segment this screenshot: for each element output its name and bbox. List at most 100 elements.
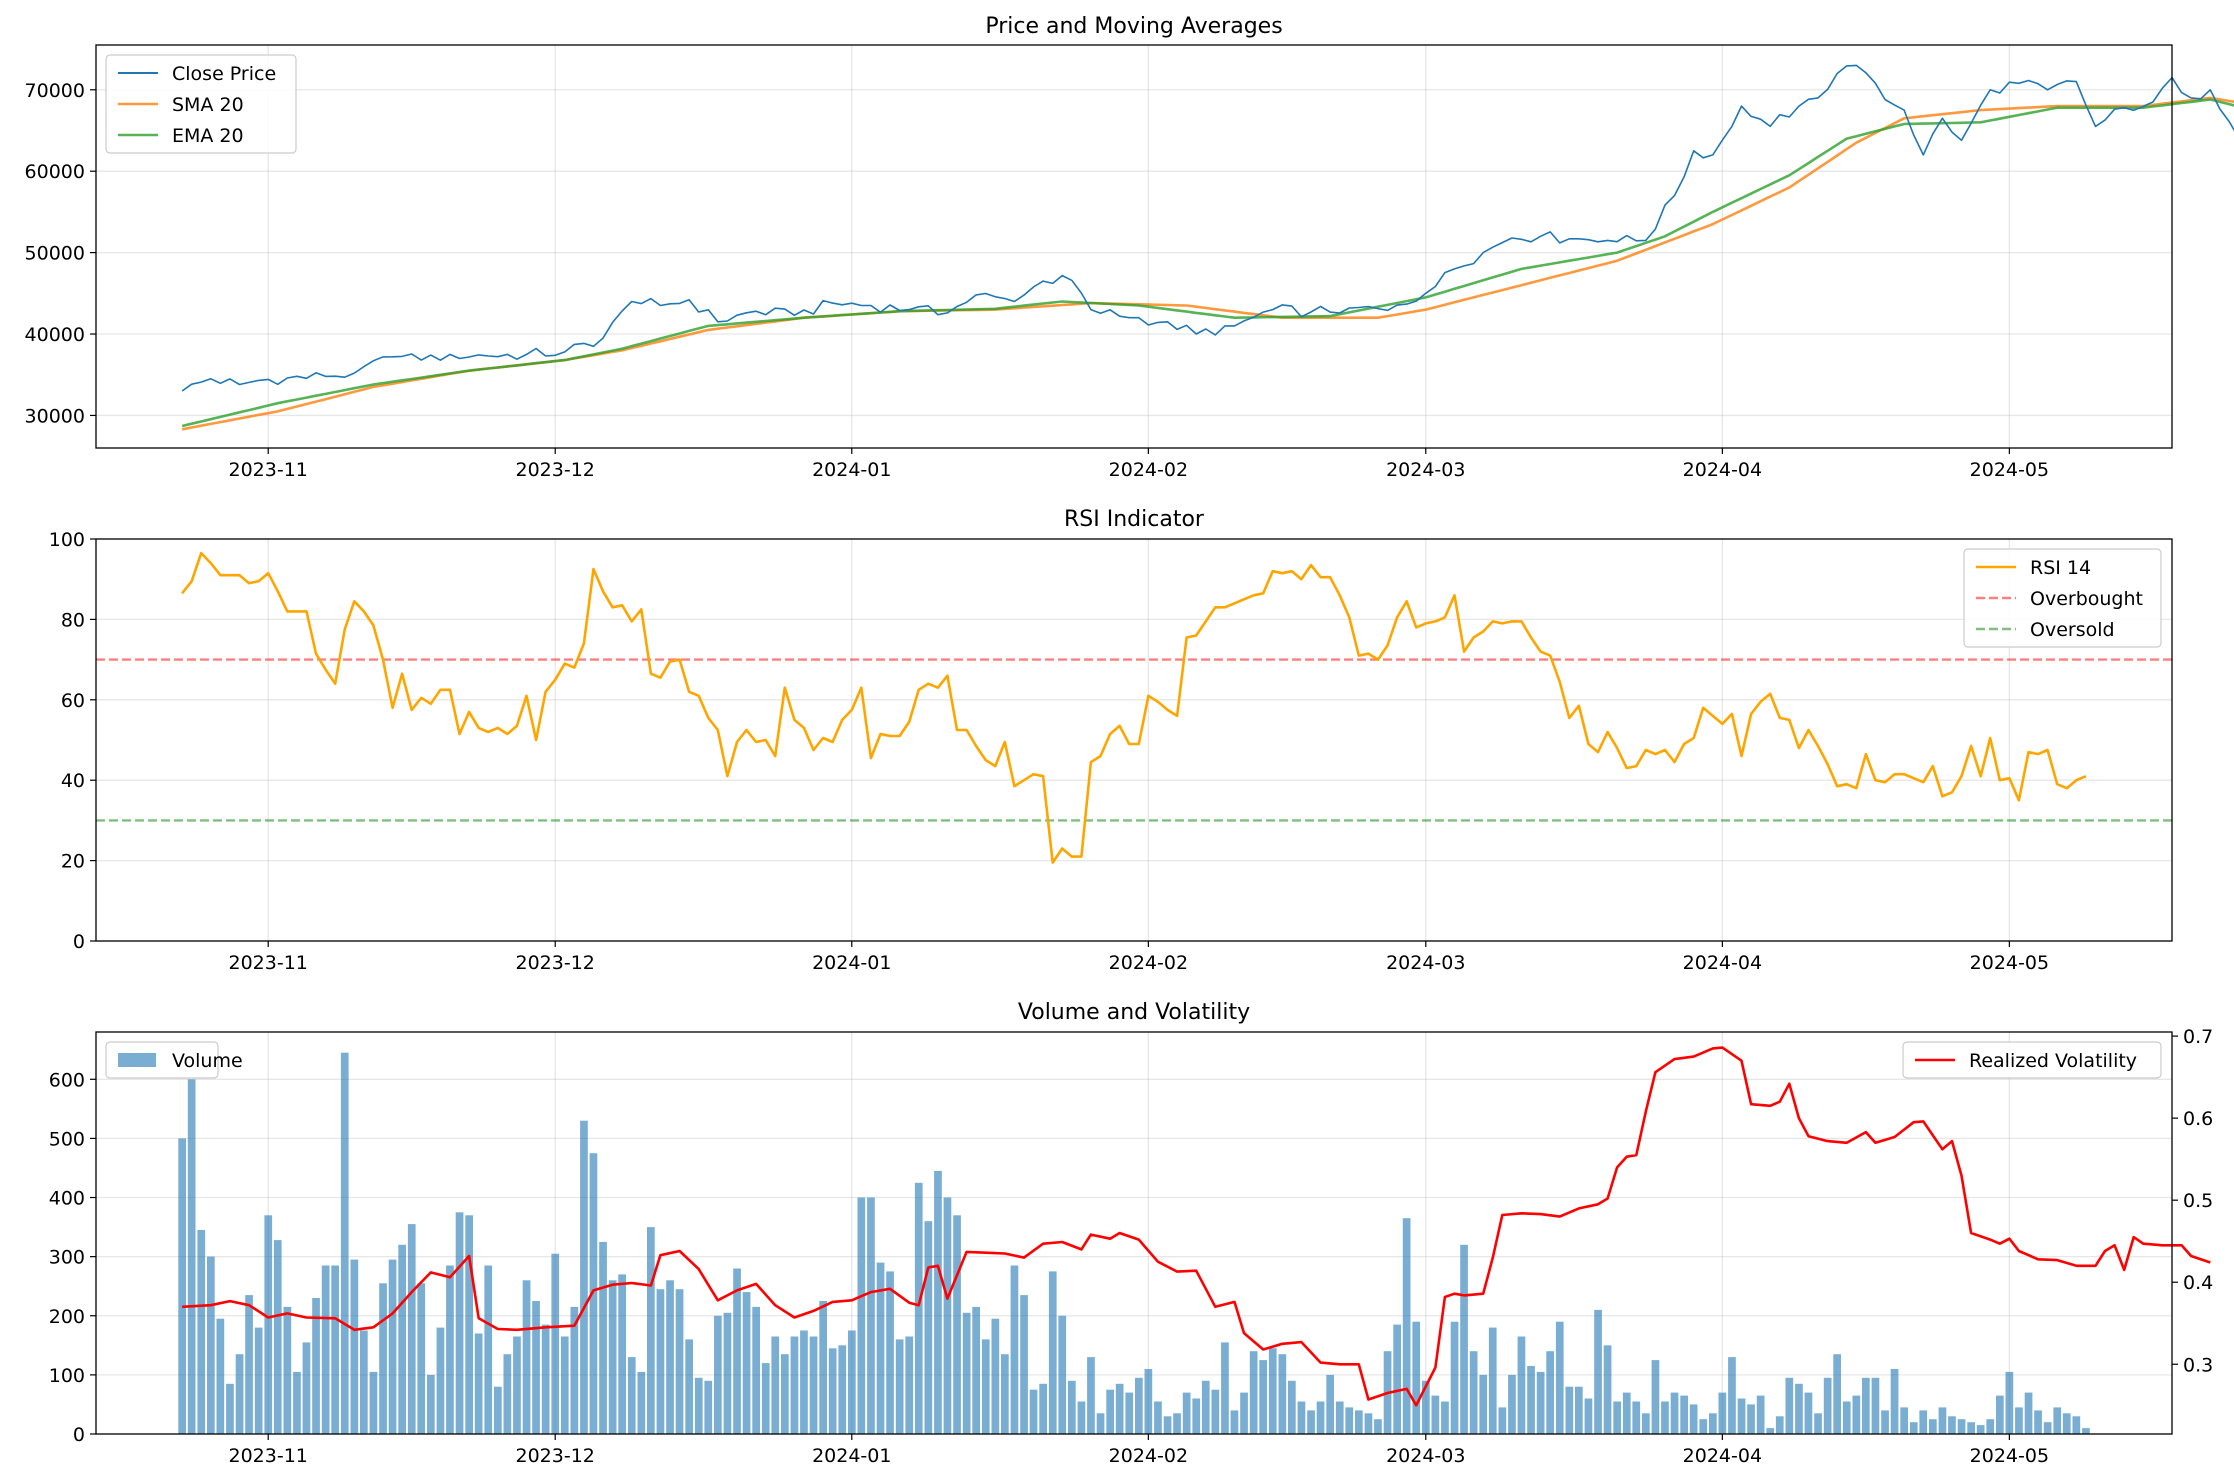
volume-bar bbox=[666, 1280, 674, 1434]
volume-bar bbox=[790, 1336, 799, 1434]
volume-bar bbox=[1039, 1383, 1047, 1435]
volume-bar bbox=[446, 1265, 454, 1434]
volume-bar bbox=[1154, 1401, 1162, 1434]
volume-bar bbox=[800, 1330, 808, 1434]
volume-bar bbox=[761, 1363, 770, 1434]
volume-bar bbox=[599, 1241, 607, 1434]
y2-tick-label: 0.7 bbox=[2183, 1026, 2213, 1048]
volume-chart-title: Volume and Volatility bbox=[1018, 1000, 1250, 1025]
legend-oversold: Oversold bbox=[2030, 619, 2115, 641]
volume-bar bbox=[1058, 1315, 1067, 1434]
price-chart-y-ticks: 30000 40000 50000 60000 70000 bbox=[25, 80, 96, 427]
volume-bar bbox=[1288, 1380, 1296, 1434]
volume-bar bbox=[398, 1244, 406, 1434]
rsi-chart-panel: RSI Indicator 2023-11 2023-12 2024-01 2024-… bbox=[49, 507, 2173, 974]
volume-bar bbox=[1929, 1419, 1937, 1434]
volume-bar bbox=[637, 1371, 646, 1434]
volume-bar bbox=[1642, 1413, 1650, 1434]
rsi-chart-y-ticks: 0 20 40 60 80 100 bbox=[49, 529, 96, 953]
volume-bar bbox=[1460, 1244, 1468, 1434]
volume-bar bbox=[981, 1339, 990, 1434]
x-tick-label: 2024-04 bbox=[1683, 952, 1762, 974]
volume-bar bbox=[943, 1197, 952, 1434]
volume-bar bbox=[407, 1224, 416, 1434]
legend-ema: EMA 20 bbox=[172, 125, 244, 147]
volume-bar bbox=[1919, 1410, 1928, 1434]
volume-bar bbox=[379, 1283, 387, 1435]
volume-bar bbox=[1546, 1351, 1554, 1434]
volume-bar bbox=[934, 1170, 942, 1434]
volume-bar bbox=[1871, 1377, 1880, 1434]
volume-bar bbox=[551, 1253, 560, 1434]
volume-bar bbox=[321, 1265, 330, 1434]
volume-bar bbox=[2024, 1392, 2033, 1434]
volume-bar bbox=[1747, 1404, 1755, 1434]
volume-chart-panel: Volume and Volatility 2023-11 2023-12 2024… bbox=[49, 1000, 2213, 1467]
volume-bar bbox=[1230, 1410, 1239, 1434]
y2-tick-label: 0.3 bbox=[2183, 1354, 2213, 1376]
rsi-14-line bbox=[181, 551, 2087, 864]
volume-bar bbox=[819, 1301, 827, 1434]
volume-bar bbox=[1278, 1354, 1287, 1434]
volume-bar bbox=[589, 1153, 598, 1434]
x-tick-label: 2024-02 bbox=[1109, 952, 1188, 974]
volume-bar bbox=[1842, 1401, 1851, 1434]
y2-tick-label: 0.4 bbox=[2183, 1272, 2213, 1294]
volume-legend: Volume bbox=[105, 1041, 243, 1079]
volume-bar bbox=[1565, 1386, 1574, 1434]
volume-bar bbox=[1096, 1413, 1105, 1434]
volume-bar bbox=[1967, 1422, 1975, 1434]
volume-bar bbox=[1517, 1336, 1526, 1434]
volume-bar bbox=[369, 1371, 378, 1434]
y-tick-label: 20 bbox=[61, 851, 85, 873]
volume-bar bbox=[1508, 1374, 1516, 1434]
volume-bar bbox=[465, 1215, 473, 1434]
volume-bar bbox=[723, 1312, 732, 1434]
volume-bar bbox=[503, 1354, 512, 1434]
volume-bar bbox=[1632, 1401, 1641, 1434]
volume-bar bbox=[1555, 1321, 1564, 1434]
volume-bar bbox=[2062, 1413, 2071, 1434]
volume-bar bbox=[2043, 1422, 2052, 1434]
y-tick-label: 30000 bbox=[25, 405, 85, 427]
volume-bar bbox=[494, 1386, 502, 1434]
volume-bar bbox=[733, 1268, 741, 1434]
legend-volume: Volume bbox=[172, 1050, 243, 1072]
volume-bar bbox=[781, 1354, 789, 1434]
volume-bar bbox=[895, 1339, 904, 1434]
volatility-series bbox=[182, 1046, 2211, 1407]
legend-sma: SMA 20 bbox=[172, 94, 244, 116]
volume-bar bbox=[1048, 1271, 1057, 1434]
y-tick-label: 0 bbox=[73, 931, 85, 953]
volume-bar bbox=[417, 1283, 426, 1435]
volume-bar bbox=[905, 1336, 914, 1434]
volume-bar bbox=[1833, 1354, 1841, 1434]
price-chart-x-ticks: 2023-11 2023-12 2024-01 2024-02 2024-03 2024-… bbox=[229, 448, 2049, 481]
x-tick-label: 2023-12 bbox=[516, 459, 595, 481]
volume-bar bbox=[1240, 1392, 1248, 1434]
volume-bar bbox=[752, 1306, 760, 1434]
volume-bar bbox=[608, 1280, 617, 1434]
volume-bar bbox=[1613, 1401, 1621, 1434]
volume-bar bbox=[1795, 1383, 1803, 1435]
volume-bar bbox=[1594, 1309, 1602, 1434]
volume-bar bbox=[245, 1295, 253, 1434]
volume-bar bbox=[1268, 1348, 1277, 1434]
volume-bar bbox=[197, 1230, 206, 1434]
volume-bar bbox=[1957, 1419, 1966, 1434]
volume-chart-x-ticks: 2023-11 2023-12 2024-01 2024-02 2024-03 2024-… bbox=[229, 1434, 2049, 1467]
volume-bar bbox=[580, 1120, 588, 1434]
volume-bar bbox=[1680, 1395, 1688, 1434]
volume-bar bbox=[972, 1306, 980, 1434]
volume-bar bbox=[350, 1259, 359, 1434]
legend-close-price: Close Price bbox=[172, 63, 276, 85]
price-chart-title: Price and Moving Averages bbox=[985, 14, 1282, 39]
volume-bar bbox=[226, 1383, 234, 1435]
volume-bar bbox=[1766, 1428, 1775, 1434]
volume-bar bbox=[1450, 1321, 1459, 1434]
volume-bar bbox=[312, 1298, 320, 1434]
volume-bar bbox=[1077, 1401, 1086, 1434]
volume-bar bbox=[1709, 1413, 1717, 1434]
volume-bar bbox=[1326, 1374, 1334, 1434]
volume-bar bbox=[1374, 1419, 1382, 1434]
